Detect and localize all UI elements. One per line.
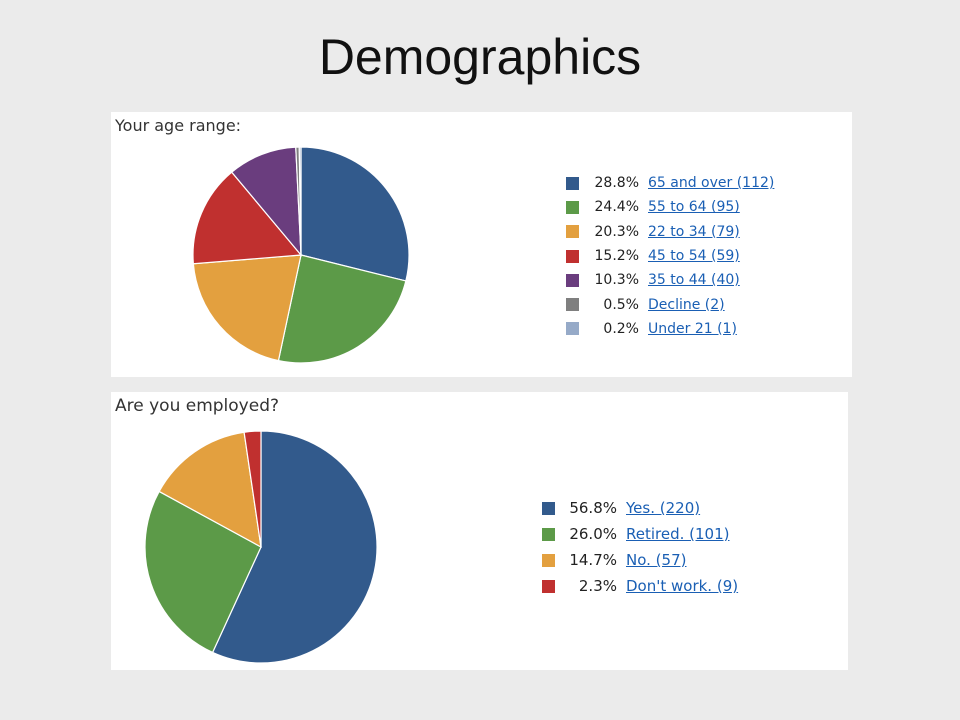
legend-link[interactable]: Decline (2) (648, 296, 725, 313)
legend-link[interactable]: 45 to 54 (59) (648, 248, 740, 265)
legend-item: 0.2% Under 21 (1) (566, 317, 774, 341)
legend-percent: 0.5% (603, 296, 639, 313)
legend-link[interactable]: Don't work. (9) (626, 577, 739, 595)
legend-percent: 24.4% (594, 199, 639, 216)
legend-link[interactable]: Retired. (101) (626, 525, 730, 543)
pie-slice (211, 430, 378, 664)
legend-link[interactable]: 22 to 34 (79) (648, 223, 740, 240)
employment-question: Are you employed? (115, 396, 280, 416)
pie-slice (192, 171, 303, 265)
legend-link[interactable]: No. (57) (626, 551, 687, 569)
legend-swatch (566, 322, 579, 336)
legend-item: 0.5% Decline (2) (566, 292, 774, 316)
legend-swatch (542, 501, 555, 515)
legend-percent: 28.8% (594, 175, 639, 192)
legend-percent: 26.0% (569, 525, 617, 543)
legend-item: 28.8% 65 and over (112) (566, 171, 774, 195)
employment-pie-chart (144, 430, 378, 664)
age-range-question: Your age range: (115, 116, 242, 135)
legend-percent: 15.2% (594, 248, 639, 265)
legend-item: 15.2% 45 to 54 (59) (566, 244, 774, 268)
legend-percent: 14.7% (569, 551, 617, 569)
legend-swatch (542, 553, 555, 567)
pie-slice (158, 431, 262, 549)
legend-link[interactable]: 65 and over (112) (648, 175, 775, 192)
slide-title: Demographics (318, 29, 642, 85)
legend-link[interactable]: Yes. (220) (626, 499, 701, 517)
legend-link[interactable]: Under 21 (1) (648, 320, 737, 337)
legend-percent: 56.8% (569, 499, 617, 517)
legend-swatch (566, 225, 579, 239)
legend-percent: 20.3% (594, 223, 639, 240)
legend-swatch (566, 298, 579, 312)
legend-swatch (566, 176, 579, 190)
legend-link[interactable]: 35 to 44 (40) (648, 272, 740, 289)
legend-item: 26.0% Retired. (101) (542, 521, 738, 547)
pie-slice (192, 254, 302, 362)
pie-slice (298, 146, 302, 256)
legend-swatch (542, 527, 555, 541)
pie-slice (230, 146, 302, 257)
legend-item: 2.3% Don't work. (9) (542, 573, 738, 599)
legend-percent: 2.3% (578, 577, 617, 595)
age-range-chart-panel: Your age range: 28.8% 65 and over (112) 24… (111, 112, 852, 377)
pie-slice (300, 146, 410, 282)
legend-swatch (566, 249, 579, 263)
legend-item: 20.3% 22 to 34 (79) (566, 220, 774, 244)
legend-swatch (566, 200, 579, 214)
legend-item: 14.7% No. (57) (542, 547, 738, 573)
legend-link[interactable]: 55 to 64 (95) (648, 199, 740, 216)
legend-item: 24.4% 55 to 64 (95) (566, 195, 774, 219)
legend-percent: 10.3% (594, 272, 639, 289)
employment-chart-panel: Are you employed? 56.8% Yes. (220) 26.0% Re… (111, 392, 848, 670)
age-range-legend: 28.8% 65 and over (112) 24.4% 55 to 64 (95)… (566, 171, 774, 341)
pie-slice (277, 254, 407, 364)
legend-item: 10.3% 35 to 44 (40) (566, 268, 774, 292)
legend-swatch (542, 579, 555, 593)
legend-item: 56.8% Yes. (220) (542, 495, 738, 521)
legend-percent: 0.2% (603, 320, 639, 337)
pie-slice (243, 430, 262, 548)
age-range-pie-chart (192, 146, 410, 364)
employment-legend: 56.8% Yes. (220) 26.0% Retired. (101) 14.7% N… (542, 495, 738, 599)
legend-swatch (566, 273, 579, 287)
